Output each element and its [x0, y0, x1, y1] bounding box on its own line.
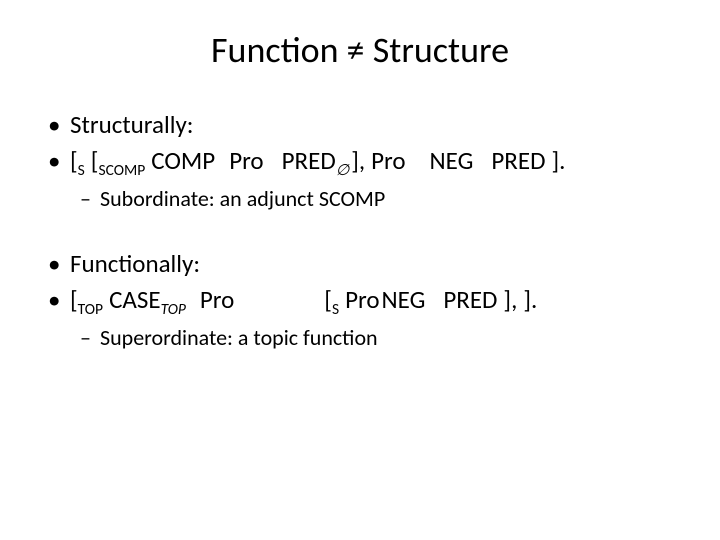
sub-structurally: Subordinate: an adjunct SCOMP	[100, 184, 385, 214]
bracket-open-top: [	[70, 284, 78, 315]
sub-s: S	[78, 161, 85, 180]
token-pred0: PRED	[282, 145, 336, 176]
token-neg2: NEG	[382, 284, 426, 315]
bracket-close-inner: ],	[503, 284, 517, 315]
bullet-struct-line: • [S[SCOMPCOMPProPRED∅],ProNEGPRED].	[48, 144, 680, 182]
sub-empty: ∅	[336, 161, 350, 180]
token-pro1: Pro	[229, 145, 263, 176]
bullet-func-sub: – Superordinate: a topic function	[80, 323, 680, 353]
token-pro2: Pro	[371, 145, 405, 176]
bullet-mark: •	[48, 144, 70, 182]
bullet-functionally: • Functionally:	[48, 247, 680, 281]
sub-scomp: SCOMP	[98, 161, 145, 180]
slide-title: Function ≠ Structure	[40, 28, 680, 72]
bracket-open-s: [	[70, 145, 78, 176]
sub-case-top: TOP	[161, 300, 186, 319]
sub-top: TOP	[78, 300, 103, 319]
bracket-close2: ].	[551, 145, 565, 176]
token-pred: PRED	[491, 145, 545, 176]
sub-s2: S	[332, 300, 339, 319]
dash-mark: –	[80, 323, 100, 353]
bullet-mark: •	[48, 247, 70, 281]
bracket-close-outer: ].	[523, 284, 537, 315]
token-case: CASE	[109, 284, 161, 315]
token-pro1b: Pro	[200, 284, 234, 315]
token-pro2b: Pro	[345, 284, 379, 315]
token-comp: COMP	[151, 145, 215, 176]
bracket-open-s2: [	[324, 284, 332, 315]
bracket-close1: ],	[351, 145, 365, 176]
bullet-structurally: • Structurally:	[48, 108, 680, 142]
bullet-struct-sub: – Subordinate: an adjunct SCOMP	[80, 184, 680, 214]
bullet-mark: •	[48, 283, 70, 321]
token-neg: NEG	[430, 145, 474, 176]
sub-functionally: Superordinate: a topic function	[100, 323, 378, 353]
func-expression: [TOPCASETOPPro[SProNEGPRED],].	[70, 283, 537, 321]
heading-functionally: Functionally:	[70, 247, 200, 281]
bullet-func-line: • [TOPCASETOPPro[SProNEGPRED],].	[48, 283, 680, 321]
slide-content: • Structurally: • [S[SCOMPCOMPProPRED∅],…	[40, 108, 680, 353]
heading-structurally: Structurally:	[70, 108, 193, 142]
dash-mark: –	[80, 184, 100, 214]
bullet-mark: •	[48, 108, 70, 142]
slide: Function ≠ Structure • Structurally: • […	[0, 0, 720, 540]
token-pred2: PRED	[443, 284, 497, 315]
struct-expression: [S[SCOMPCOMPProPRED∅],ProNEGPRED].	[70, 144, 565, 182]
